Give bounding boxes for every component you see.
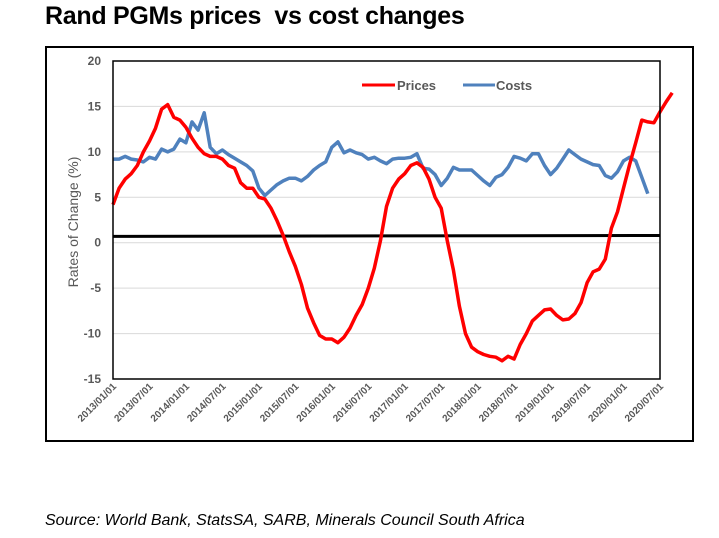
page-title: Rand PGMs prices vs cost changes [45,2,465,30]
y-tick-label: 15 [88,99,102,113]
y-tick-label: -10 [84,327,102,341]
series-line-reference [112,233,661,238]
legend-costs-label: Costs [496,78,532,93]
legend: Prices Costs [362,78,532,93]
y-tick-label: 5 [94,190,101,204]
y-tick-label: -5 [90,281,101,295]
source-note: Source: World Bank, StatsSA, SARB, Miner… [45,512,525,529]
series-line-costs [113,111,650,198]
y-axis-ticks: 20 15 10 5 0 -5 -10 -15 [84,54,102,386]
x-axis-ticks: 2013/01/012013/07/012014/01/012014/07/01… [76,381,666,424]
plot-area-border [112,60,661,380]
x-tick-label: 2020/07/01 [623,381,666,424]
y-tick-label: 0 [94,236,101,250]
y-tick-label: 10 [88,145,102,159]
y-tick-label: -15 [84,372,102,386]
series-line-prices [111,91,674,363]
legend-prices-label: Prices [397,78,436,93]
chart-frame [45,46,694,442]
series-lines [111,91,674,363]
y-tick-label: 20 [88,54,102,68]
y-axis-label: Rates of Change (%) [65,157,81,288]
